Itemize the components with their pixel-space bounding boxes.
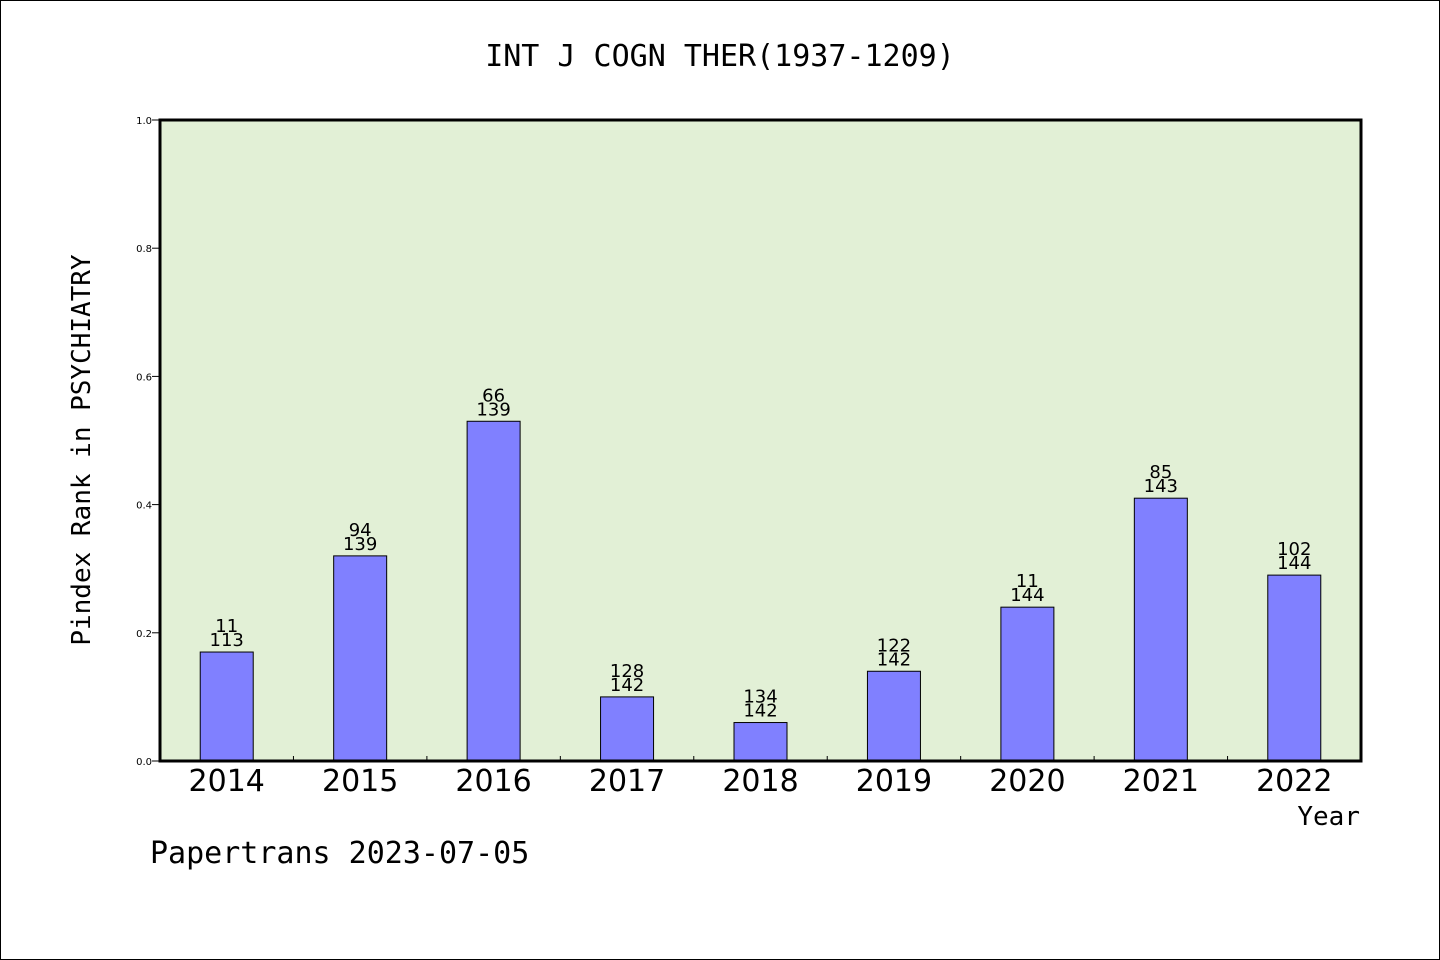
x-tick-label: 2019 [856,764,932,799]
bar [1267,574,1322,762]
x-tick-label: 2021 [1123,764,1199,799]
watermark-text: Papertrans 2023-07-05 [150,836,529,871]
bar-rank-label: 134 [743,687,777,708]
bar-total-label: 113 [210,630,244,651]
bar-rank-label: 94 [349,520,372,541]
y-tick-label: 0.8 [136,244,152,255]
x-axis-label: Year [1297,802,1360,832]
bar-rank-label: 11 [215,616,238,637]
x-tick-label: 2015 [322,764,398,799]
x-tick-label: 2020 [989,764,1065,799]
bar-total-label: 142 [610,675,644,696]
bars-group [199,420,1322,762]
x-tick-label: 2016 [455,764,531,799]
bar-rank-label: 11 [1016,571,1039,592]
y-axis-label: Pindex Rank in PSYCHIATRY [67,254,97,646]
y-tick-label: 0.0 [136,757,152,768]
x-axis: 2014 2015 2016 2017 2018 2019 2020 2021 2022 [189,756,1332,799]
y-tick-label: 0.6 [136,372,152,383]
bar-rank-label: 102 [1277,539,1311,560]
bar [333,555,388,762]
bar-rank-label: 66 [482,385,505,406]
x-tick-label: 2014 [189,764,265,799]
bar-total-label: 139 [476,399,510,420]
bar [733,722,788,762]
bar [600,696,655,762]
y-tick-label: 0.2 [136,629,152,640]
bar-total-label: 139 [343,534,377,555]
bar-total-label: 142 [743,701,777,722]
bar-labels-group: 1111394139661391281421341421221421114485… [210,385,1312,721]
x-tick-label: 2017 [589,764,665,799]
bar [199,651,254,762]
y-tick-label: 0.4 [136,501,152,512]
bar-total-label: 144 [1010,585,1044,606]
bar [866,670,921,762]
chart-title: INT J COGN THER(1937-1209) [485,39,955,74]
bar-rank-label: 122 [877,635,911,656]
x-tick-label: 2018 [722,764,798,799]
bar [466,420,521,762]
bar [1133,497,1188,762]
bar-total-label: 142 [877,649,911,670]
bar-rank-label: 85 [1149,462,1172,483]
y-tick-label: 1.0 [136,116,152,127]
bar [1000,606,1055,762]
plot-frame [158,118,1363,763]
x-tick-label: 2022 [1256,764,1332,799]
bar-total-label: 143 [1144,476,1178,497]
bar-rank-label: 128 [610,661,644,682]
bar-total-label: 144 [1277,553,1311,574]
